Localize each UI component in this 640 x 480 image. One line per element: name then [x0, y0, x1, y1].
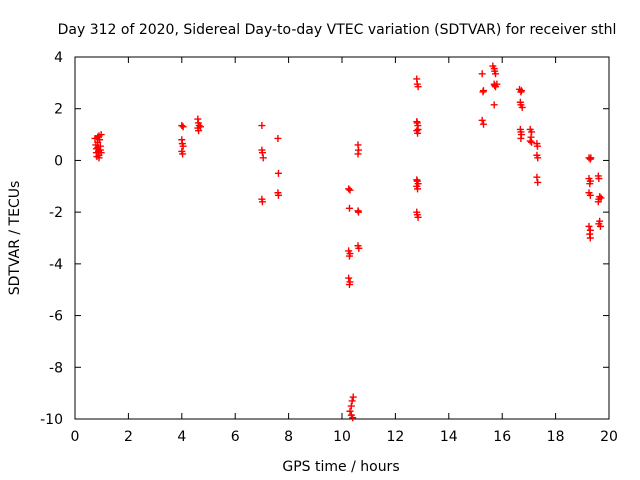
- y-axis-label: SDTVAR / TECUs: [7, 181, 23, 296]
- data-point-marker: [97, 131, 105, 139]
- data-point-marker: [586, 191, 594, 199]
- data-point-marker: [528, 138, 536, 146]
- data-point-marker: [179, 150, 187, 158]
- x-tick-label: 0: [71, 429, 80, 445]
- y-tick-label: 2: [54, 102, 63, 118]
- data-point-marker: [349, 414, 357, 422]
- data-point-marker: [178, 122, 186, 130]
- data-point-marker: [345, 252, 353, 260]
- data-point-marker: [347, 402, 355, 410]
- data-point-marker: [258, 149, 266, 157]
- data-point-marker: [414, 213, 422, 221]
- data-point-marker: [480, 120, 488, 128]
- data-point-marker: [479, 88, 487, 96]
- data-point-marker: [526, 137, 534, 145]
- x-tick-label: 20: [600, 429, 618, 445]
- data-point-marker: [594, 198, 602, 206]
- data-point-marker: [533, 173, 541, 181]
- x-tick-label: 4: [177, 429, 186, 445]
- data-point-marker: [517, 134, 525, 142]
- data-point-marker: [586, 234, 594, 242]
- data-point-marker: [195, 127, 203, 135]
- data-point-marker: [348, 397, 356, 405]
- data-point-marker: [274, 134, 282, 142]
- data-point-marker: [274, 169, 282, 177]
- x-axis-label: GPS time / hours: [282, 459, 399, 475]
- y-tick-label: -2: [49, 205, 63, 221]
- data-point-marker: [493, 80, 501, 88]
- y-tick-label: -8: [49, 360, 63, 376]
- data-point-marker: [179, 123, 187, 131]
- data-point-marker: [345, 281, 353, 289]
- chart-title: Day 312 of 2020, Sidereal Day-to-day VTE…: [58, 22, 617, 38]
- y-tick-label: -6: [49, 309, 63, 325]
- data-point-marker: [478, 70, 486, 78]
- data-point-marker: [258, 198, 266, 206]
- x-tick-label: 12: [386, 429, 404, 445]
- data-point-marker: [95, 154, 103, 162]
- data-point-marker: [354, 150, 362, 158]
- data-point-marker: [97, 149, 105, 157]
- y-tick-label: -10: [40, 412, 63, 428]
- data-points: [91, 62, 605, 422]
- data-point-marker: [274, 191, 282, 199]
- data-point-marker: [346, 407, 354, 415]
- data-point-marker: [414, 125, 422, 133]
- x-tick-label: 10: [333, 429, 351, 445]
- x-tick-label: 16: [493, 429, 511, 445]
- data-point-marker: [596, 222, 604, 230]
- data-point-marker: [517, 87, 525, 95]
- data-point-marker: [179, 142, 187, 150]
- plot-frame: [74, 56, 610, 420]
- data-point-marker: [355, 244, 363, 252]
- data-point-marker: [586, 180, 594, 188]
- x-tick-label: 6: [231, 429, 240, 445]
- data-point-marker: [349, 393, 357, 401]
- data-point-marker: [196, 123, 204, 131]
- y-tick-label: 0: [54, 153, 63, 169]
- data-point-marker: [345, 274, 353, 282]
- data-point-marker: [345, 204, 353, 212]
- data-point-marker: [258, 122, 266, 130]
- x-tick-label: 14: [440, 429, 458, 445]
- x-tick-label: 2: [124, 429, 133, 445]
- data-point-marker: [478, 116, 486, 124]
- data-point-marker: [259, 154, 267, 162]
- data-point-marker: [492, 70, 500, 78]
- data-point-marker: [585, 222, 593, 230]
- x-tick-label: 18: [547, 429, 565, 445]
- data-point-marker: [587, 154, 595, 162]
- data-point-marker: [534, 154, 542, 162]
- data-point-marker: [518, 103, 526, 111]
- data-point-marker: [414, 185, 422, 193]
- data-point-marker: [345, 185, 353, 193]
- data-point-marker: [490, 101, 498, 109]
- data-point-marker: [597, 194, 605, 202]
- data-point-marker: [355, 208, 363, 216]
- y-tick-label: 4: [54, 50, 63, 66]
- data-point-marker: [346, 186, 354, 194]
- y-tick-label: -4: [49, 257, 63, 273]
- x-tick-label: 8: [284, 429, 293, 445]
- data-point-marker: [414, 83, 422, 91]
- data-point-marker: [96, 136, 104, 144]
- data-point-marker: [533, 142, 541, 150]
- data-point-marker: [534, 178, 542, 186]
- data-point-marker: [595, 175, 603, 183]
